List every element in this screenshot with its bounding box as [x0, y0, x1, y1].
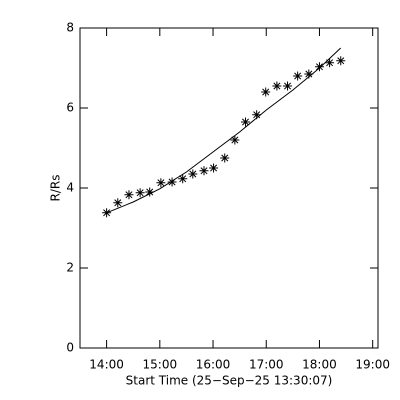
y-tick-label: 4 — [66, 181, 74, 195]
asterisk-point — [314, 62, 324, 72]
asterisk-point — [252, 110, 262, 120]
plot-frame — [79, 27, 379, 349]
asterisk-point — [167, 177, 177, 187]
y-tick-label: 0 — [66, 341, 74, 355]
asterisk-point — [156, 178, 166, 188]
y-tick-label: 2 — [66, 261, 74, 275]
x-tick-label: 16:00 — [196, 358, 231, 372]
asterisk-point — [124, 190, 134, 200]
asterisk-point — [261, 87, 271, 97]
fit-line — [106, 47, 342, 214]
x-axis-label: Start Time (25−Sep−25 13:30:07) — [126, 374, 333, 388]
y-tick-label: 8 — [66, 21, 74, 35]
y-tick-label: 6 — [66, 101, 74, 115]
asterisk-point — [240, 117, 250, 127]
asterisk-point — [293, 71, 303, 81]
asterisk-point — [220, 153, 230, 163]
x-tick-label: 15:00 — [143, 358, 178, 372]
y-axis-label: R/Rs — [49, 175, 63, 202]
x-tick-label: 17:00 — [249, 358, 284, 372]
x-tick-label: 19:00 — [355, 358, 390, 372]
asterisk-point — [283, 81, 293, 91]
asterisk-point — [336, 56, 346, 66]
asterisk-point — [230, 135, 240, 145]
asterisk-point — [199, 166, 209, 176]
asterisk-point — [272, 81, 282, 91]
asterisk-point — [145, 187, 155, 197]
asterisk-point — [188, 169, 198, 179]
asterisk-point — [209, 163, 219, 173]
asterisk-point — [325, 58, 335, 68]
x-tick-label: 14:00 — [89, 358, 124, 372]
asterisk-point — [304, 69, 314, 79]
asterisk-point — [178, 174, 188, 184]
x-tick-label: 18:00 — [302, 358, 337, 372]
asterisk-point — [135, 188, 145, 198]
asterisk-point — [113, 198, 123, 208]
